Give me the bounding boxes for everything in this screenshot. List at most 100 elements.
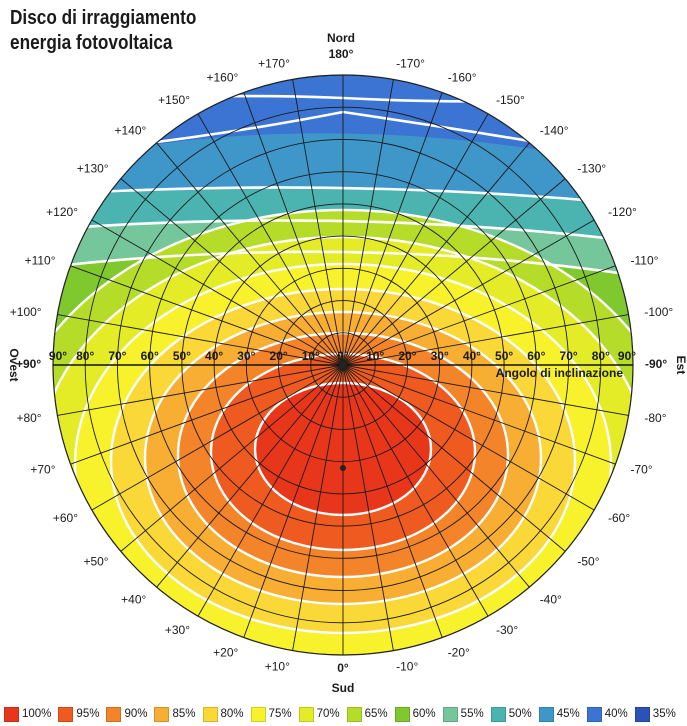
tilt-label: 0° xyxy=(337,349,349,363)
azimuth-label: -130° xyxy=(577,161,606,175)
azimuth-label: +100° xyxy=(10,305,42,319)
legend: 100% 95% 90% 85% 80% 75% 70% 65% 60% 55% 50% 45% 40%… xyxy=(4,705,687,723)
azimuth-label: +40° xyxy=(121,592,146,606)
azimuth-label: -10° xyxy=(396,659,418,673)
legend-swatch xyxy=(202,706,218,722)
azimuth-label: +140° xyxy=(114,124,146,138)
tilt-label: 10° xyxy=(302,349,320,363)
tilt-label: 80° xyxy=(592,349,610,363)
legend-label: 95% xyxy=(76,708,100,720)
azimuth-spoke xyxy=(57,364,344,416)
azimuth-label: -50° xyxy=(577,555,599,569)
legend-item: 85% xyxy=(154,706,196,722)
tilt-label: 60° xyxy=(527,349,545,363)
azimuth-spoke xyxy=(120,178,344,366)
azimuth-bottom-label: 0° xyxy=(337,661,349,675)
azimuth-label: +20° xyxy=(213,646,238,660)
tilt-label: 20° xyxy=(398,349,416,363)
azimuth-spoke xyxy=(342,314,629,366)
legend-item: 50% xyxy=(490,706,532,722)
azimuth-spoke xyxy=(70,364,344,465)
azimuth-spoke xyxy=(156,364,344,588)
tilt-axis-label: Angolo di inclinazione xyxy=(496,366,624,380)
azimuth-spoke xyxy=(342,364,443,638)
azimuth-label: -100° xyxy=(644,305,673,319)
azimuth-spoke xyxy=(342,364,394,651)
azimuth-spoke xyxy=(91,364,344,511)
azimuth-spoke xyxy=(243,364,344,638)
azimuth-label: -40° xyxy=(540,592,562,606)
legend-label: 80% xyxy=(220,708,244,720)
legend-label: 90% xyxy=(124,708,148,720)
azimuth-spoke xyxy=(342,265,616,366)
azimuth-spoke xyxy=(342,142,530,366)
azimuth-label: -110° xyxy=(631,253,659,267)
azimuth-spoke xyxy=(57,314,344,366)
azimuth-spoke xyxy=(342,364,566,552)
title-line-1: Disco di irraggiamento xyxy=(10,7,197,29)
azimuth-label: -170° xyxy=(396,57,425,71)
tilt-label: 10° xyxy=(366,349,384,363)
azimuth-label: +120° xyxy=(46,205,78,219)
azimuth-spoke xyxy=(243,92,344,366)
azimuth-spoke xyxy=(342,219,595,366)
azimuth-spoke xyxy=(292,79,344,366)
tilt-label: 90° xyxy=(49,349,67,363)
tilt-label: 50° xyxy=(495,349,513,363)
disc-center xyxy=(339,361,347,369)
azimuth-top-label: 180° xyxy=(329,47,354,61)
legend-label: 55% xyxy=(460,708,484,720)
azimuth-spoke xyxy=(91,219,344,366)
azimuth-spoke xyxy=(342,79,394,366)
tilt-label: 30° xyxy=(431,349,449,363)
azimuth-label: -60° xyxy=(608,511,630,525)
legend-item: 55% xyxy=(442,706,484,722)
azimuth-spoke xyxy=(342,364,489,617)
legend-swatch xyxy=(4,706,19,722)
legend-swatch xyxy=(490,706,506,722)
tilt-label: 50° xyxy=(173,349,191,363)
azimuth-label: +30° xyxy=(165,623,190,637)
west-label: Ovest xyxy=(7,348,21,381)
legend-swatch xyxy=(346,706,362,722)
azimuth-label: -160° xyxy=(448,71,477,85)
legend-label: 40% xyxy=(604,708,628,720)
azimuth-spoke xyxy=(292,364,344,651)
azimuth-label: +10° xyxy=(265,659,290,673)
legend-item: 100% xyxy=(4,706,51,722)
azimuth-spoke xyxy=(342,92,443,366)
azimuth-label: +50° xyxy=(83,555,108,569)
legend-item: 60% xyxy=(394,706,436,722)
tilt-label: 20° xyxy=(270,349,288,363)
north-label: Nord xyxy=(327,31,355,45)
azimuth-left-horizon-label: +90° xyxy=(16,357,41,371)
azimuth-spoke xyxy=(156,142,344,366)
legend-item: 40% xyxy=(586,706,628,722)
legend-item: 95% xyxy=(58,706,100,722)
azimuth-label: -20° xyxy=(448,646,470,660)
legend-item: 75% xyxy=(250,706,292,722)
legend-item: 35% xyxy=(634,706,676,722)
legend-swatch xyxy=(154,706,170,722)
contour-line xyxy=(53,186,633,207)
tilt-label: 90° xyxy=(618,349,636,363)
contour-line xyxy=(53,219,633,244)
title-line-2: energia fotovoltaica xyxy=(10,32,173,54)
legend-swatch xyxy=(634,706,650,722)
legend-item: 45% xyxy=(538,706,580,722)
legend-item: 80% xyxy=(202,706,244,722)
azimuth-label: +60° xyxy=(53,511,78,525)
legend-item: 90% xyxy=(106,706,148,722)
azimuth-spoke xyxy=(342,364,530,588)
south-label: Sud xyxy=(332,681,355,695)
azimuth-spoke xyxy=(197,113,344,366)
azimuth-right-horizon-label: -90° xyxy=(645,357,667,371)
azimuth-label: +170° xyxy=(258,57,290,71)
tilt-label: 30° xyxy=(237,349,255,363)
azimuth-label: +110° xyxy=(25,253,56,267)
azimuth-spoke xyxy=(342,178,566,366)
azimuth-scale: +170° +160° +150° +140° +130° +120° +110° +100°… xyxy=(10,57,674,674)
tilt-label: 70° xyxy=(560,349,578,363)
azimuth-label: +70° xyxy=(30,463,55,477)
